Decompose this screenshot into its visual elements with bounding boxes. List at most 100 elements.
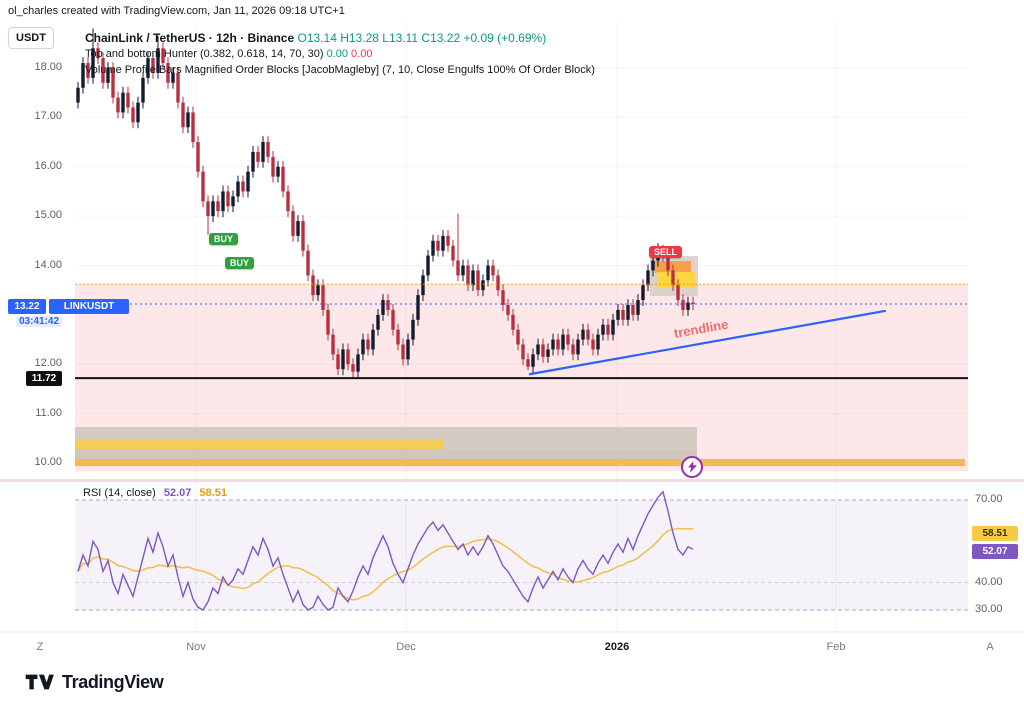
candle-body [681,300,685,310]
candle-body [621,309,625,320]
rsi-value: 52.07 [163,487,192,499]
candle-body [171,72,175,83]
rsi-band [75,500,968,610]
candle-body [396,329,400,345]
candle-body [286,191,290,212]
candle-body [481,280,485,291]
rsi-ma-badge: 58.51 [972,526,1018,541]
candle-body [276,166,280,177]
rsi-legend[interactable]: RSI (14, close) 52.07 58.51 [83,487,232,499]
candle-body [236,181,240,197]
candle-body [81,63,85,88]
candle-body [246,171,250,192]
candle-body [406,339,410,360]
price-axis[interactable]: 18.00 17.00 16.00 15.00 14.00 12.00 11.00 10.00 [0,0,62,480]
price-axis-label: 18.00 [34,61,62,73]
candle-body [111,68,115,98]
symbol-legend-row[interactable]: ChainLink / TetherUS · 12h · Binance O13… [85,30,595,46]
candle-body [486,265,490,281]
symbol-title: ChainLink / TetherUS · 12h · Binance [85,31,295,45]
indicator-row-hunter[interactable]: Top and bottom Hunter (0.382, 0.618, 14,… [85,46,595,62]
candle-body [536,344,540,355]
candle-body [496,275,500,291]
candle-body [216,201,220,212]
candle-body [551,339,555,350]
candle-body [671,270,675,286]
time-axis-label: Z [36,641,44,653]
candle-body [561,334,565,350]
candle-body [666,255,670,271]
candle-body [476,270,480,291]
candle-body [341,349,345,370]
bar-countdown: 03:41:42 [16,316,63,327]
candle-body [511,314,515,330]
price-axis-label: 16.00 [34,160,62,172]
candle-body [401,344,405,360]
candle-body [651,260,655,271]
order-block [657,272,695,287]
rsi-line [77,490,694,611]
candle-body [331,334,335,355]
time-axis[interactable]: Z Nov Dec 2026 Feb A [0,633,1024,659]
candle-body [446,235,450,246]
candle-body [626,305,630,320]
candle-body [366,339,370,350]
candle-body [491,265,495,276]
candle-body [251,151,255,172]
tradingview-logo-icon [25,674,54,690]
candle-body [591,339,595,350]
rsi-ma-line [77,527,694,601]
candle-body [256,151,260,162]
candle-body [686,302,690,310]
candle-body [91,48,95,78]
candle-body [521,344,525,360]
candle-body [296,221,300,236]
hunter-indicator-label: Top and bottom Hunter (0.382, 0.618, 14,… [85,48,324,60]
candle-body [616,309,620,320]
rsi-value-badge: 52.07 [972,544,1018,559]
hunter-value-green: 0.00 [326,48,348,60]
candle-body [141,77,145,103]
trendline[interactable] [528,309,887,376]
candle-body [376,314,380,330]
candle-body [106,68,110,83]
candle-body [461,265,465,276]
candle-body [676,285,680,301]
candle-body [391,309,395,330]
candle-body [201,171,205,202]
time-axis-label: 2026 [604,641,630,653]
candle-body [321,285,325,310]
rsi-ma-value: 58.51 [199,487,227,499]
candle-body [411,319,415,340]
candle-body [581,329,585,340]
candle-body [351,364,355,372]
candle-body [166,63,170,83]
volume-profile-indicator-label: Volume Profile Bars Magnified Order Bloc… [85,64,595,76]
candle-body [206,201,210,217]
tradingview-logo[interactable]: TradingView [25,671,164,693]
candle-body [471,270,475,286]
time-axis-label: Dec [396,641,416,653]
candle-body [306,250,310,276]
lightning-icon[interactable] [681,456,703,478]
price-axis-label: 17.00 [34,110,62,122]
candle-body [546,349,550,357]
candle-body [506,305,510,315]
buy-signal-badge: BUY [209,233,239,245]
candle-body [76,87,80,103]
candle-body [156,48,160,73]
candle-body [231,196,235,207]
candle-body [311,275,315,296]
candle-body [336,354,340,370]
rsi-axis[interactable]: 70.00 40.00 30.00 [968,482,1024,632]
indicator-row-volume-profile[interactable]: Volume Profile Bars Magnified Order Bloc… [85,62,595,78]
ohlc-close: C13.22 [421,31,461,45]
candle-body [301,221,305,251]
candle-body [631,305,635,315]
candle-body [86,63,90,78]
candle-body [566,334,570,345]
candle-body [191,112,195,143]
currency-toggle-button[interactable]: USDT [8,27,54,49]
